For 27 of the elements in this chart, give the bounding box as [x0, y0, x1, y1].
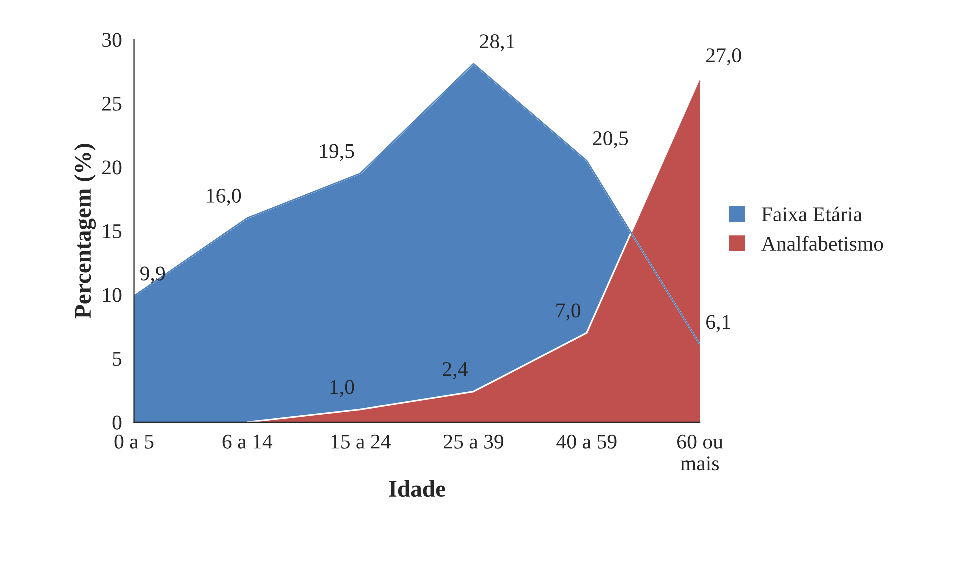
y-tick-label: 15: [103, 224, 122, 238]
data-label: 7,0: [556, 304, 581, 321]
data-label: 1,0: [330, 380, 354, 398]
x-tick-label: 15 a 24: [332, 434, 391, 449]
x-tick-label: 60 ou mais: [678, 434, 724, 471]
y-tick-label: 25: [102, 96, 122, 111]
data-label: 19,5: [320, 144, 354, 162]
x-axis-title: Idade: [389, 480, 446, 498]
legend-label: Analfabetismo: [762, 236, 884, 252]
y-tick-label: 20: [102, 160, 122, 175]
data-label: 6,1: [706, 315, 730, 332]
x-tick-label: 0 a 5: [114, 434, 154, 449]
data-label: 28,1: [480, 34, 515, 52]
y-tick-label: 5: [113, 352, 122, 366]
x-tick-label: 40 a 59: [556, 434, 617, 449]
y-axis-title: Percentagem (%): [74, 144, 96, 319]
legend-label: Faixa Etária: [762, 206, 862, 222]
x-tick-label: 6 a 14: [222, 434, 273, 449]
data-label: 9,9: [140, 266, 166, 284]
x-tick-label: 25 a 39: [444, 434, 504, 449]
data-label: 20,5: [593, 131, 628, 149]
data-label: 16,0: [207, 188, 242, 206]
y-tick-label: 30: [102, 33, 122, 48]
y-tick-label: 0: [112, 416, 122, 430]
data-label: 2,4: [443, 362, 468, 380]
y-tick-label: 10: [103, 288, 122, 302]
data-label: 27,0: [706, 48, 742, 66]
